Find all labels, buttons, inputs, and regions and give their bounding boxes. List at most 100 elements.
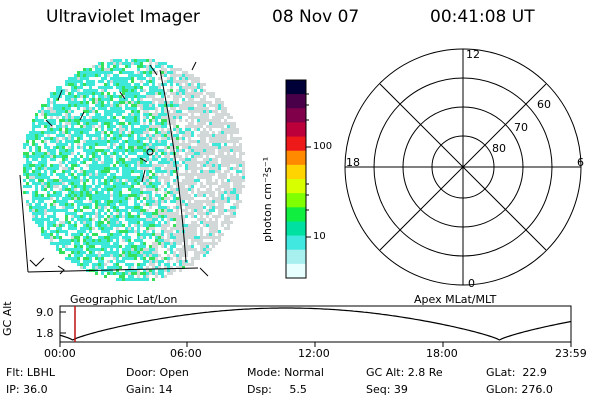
image-pixel	[107, 209, 110, 212]
image-pixel	[95, 116, 98, 119]
image-pixel	[65, 98, 68, 101]
image-pixel	[50, 137, 53, 140]
image-pixel	[188, 227, 191, 230]
image-pixel	[107, 260, 110, 263]
image-pixel	[203, 113, 206, 116]
image-pixel	[74, 251, 77, 254]
image-pixel	[53, 104, 56, 107]
image-pixel	[113, 134, 116, 137]
image-pixel	[140, 89, 143, 92]
image-pixel	[131, 269, 134, 272]
image-pixel	[173, 200, 176, 203]
image-pixel	[200, 248, 203, 251]
image-pixel	[86, 74, 89, 77]
image-pixel	[41, 107, 44, 110]
image-pixel	[224, 122, 227, 125]
image-pixel	[182, 203, 185, 206]
image-pixel	[62, 143, 65, 146]
image-pixel	[152, 167, 155, 170]
image-pixel	[173, 101, 176, 104]
image-pixel	[98, 215, 101, 218]
image-pixel	[83, 257, 86, 260]
image-pixel	[95, 248, 98, 251]
image-pixel	[167, 158, 170, 161]
image-pixel	[89, 137, 92, 140]
image-pixel	[110, 221, 113, 224]
image-pixel	[77, 239, 80, 242]
image-pixel	[59, 248, 62, 251]
image-pixel	[122, 200, 125, 203]
image-pixel	[233, 131, 236, 134]
image-pixel	[215, 110, 218, 113]
image-pixel	[32, 143, 35, 146]
image-pixel	[83, 122, 86, 125]
image-pixel	[47, 125, 50, 128]
image-pixel	[122, 182, 125, 185]
image-pixel	[140, 95, 143, 98]
image-pixel	[119, 179, 122, 182]
image-pixel	[167, 236, 170, 239]
image-pixel	[62, 116, 65, 119]
image-pixel	[197, 77, 200, 80]
image-pixel	[26, 173, 29, 176]
image-pixel	[134, 110, 137, 113]
image-pixel	[77, 89, 80, 92]
image-pixel	[155, 260, 158, 263]
image-pixel	[107, 71, 110, 74]
image-pixel	[125, 278, 128, 281]
image-pixel	[137, 212, 140, 215]
image-pixel	[101, 80, 104, 83]
image-pixel	[161, 119, 164, 122]
image-pixel	[53, 185, 56, 188]
image-pixel	[83, 185, 86, 188]
image-pixel	[146, 182, 149, 185]
image-pixel	[185, 104, 188, 107]
image-pixel	[134, 170, 137, 173]
image-pixel	[221, 104, 224, 107]
image-pixel	[62, 251, 65, 254]
image-pixel	[98, 185, 101, 188]
image-pixel	[200, 170, 203, 173]
image-pixel	[80, 185, 83, 188]
image-pixel	[209, 146, 212, 149]
image-pixel	[122, 272, 125, 275]
image-pixel	[191, 227, 194, 230]
image-pixel	[158, 104, 161, 107]
image-pixel	[221, 233, 224, 236]
instrument-title: Ultraviolet Imager	[46, 7, 200, 27]
image-pixel	[206, 221, 209, 224]
image-pixel	[128, 95, 131, 98]
image-pixel	[134, 107, 137, 110]
image-pixel	[68, 110, 71, 113]
image-pixel	[203, 224, 206, 227]
image-pixel	[206, 173, 209, 176]
image-pixel	[83, 212, 86, 215]
image-pixel	[182, 98, 185, 101]
image-pixel	[215, 161, 218, 164]
image-pixel	[176, 128, 179, 131]
image-pixel	[206, 176, 209, 179]
image-pixel	[197, 101, 200, 104]
image-pixel	[92, 266, 95, 269]
image-pixel	[41, 188, 44, 191]
image-pixel	[158, 122, 161, 125]
image-pixel	[143, 131, 146, 134]
image-pixel	[86, 122, 89, 125]
image-pixel	[218, 170, 221, 173]
image-pixel	[116, 83, 119, 86]
image-pixel	[71, 158, 74, 161]
image-pixel	[35, 131, 38, 134]
image-pixel	[95, 122, 98, 125]
image-pixel	[158, 89, 161, 92]
image-pixel	[170, 158, 173, 161]
image-pixel	[206, 242, 209, 245]
image-pixel	[68, 239, 71, 242]
image-pixel	[35, 146, 38, 149]
image-pixel	[200, 149, 203, 152]
image-pixel	[242, 185, 245, 188]
image-pixel	[89, 260, 92, 263]
image-pixel	[47, 191, 50, 194]
image-pixel	[35, 191, 38, 194]
image-pixel	[41, 110, 44, 113]
image-pixel	[101, 215, 104, 218]
